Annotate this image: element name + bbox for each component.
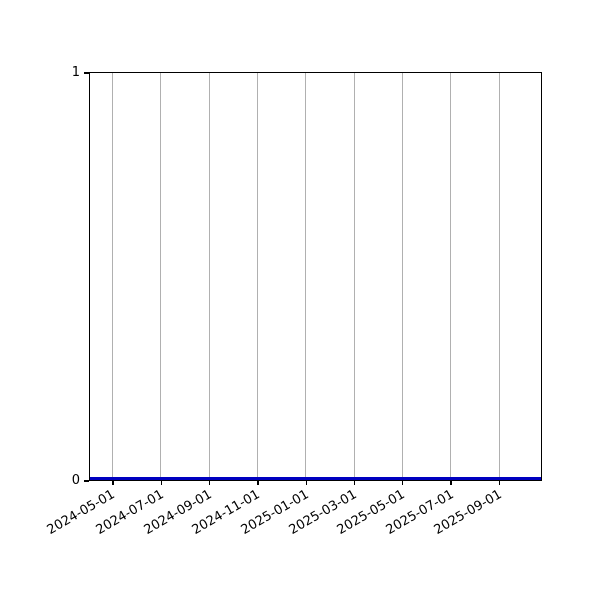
x-tick-label: 2025-01-01	[238, 487, 312, 538]
gridlines-container	[90, 73, 541, 480]
x-tick-mark	[450, 481, 452, 486]
x-tick-label: 2024-11-01	[189, 487, 263, 538]
x-gridline	[305, 73, 307, 480]
x-gridline	[401, 73, 403, 480]
x-tick-label: 2025-03-01	[286, 487, 360, 538]
y-tick-label-1: 1	[71, 65, 80, 80]
x-tick-label: 2024-07-01	[93, 487, 167, 538]
x-gridline	[498, 73, 500, 480]
x-gridline	[450, 73, 452, 480]
x-tick-mark	[112, 481, 114, 486]
x-tick-mark	[257, 481, 259, 486]
x-gridline	[353, 73, 355, 480]
y-tick-label-0: 0	[71, 473, 80, 488]
x-tick-label: 2025-09-01	[431, 487, 505, 538]
plot-area	[89, 72, 542, 481]
x-gridline	[112, 73, 114, 480]
x-tick-label: 2024-09-01	[141, 487, 215, 538]
x-gridline	[160, 73, 162, 480]
x-tick-label: 2024-05-01	[45, 487, 118, 538]
x-gridline	[208, 73, 210, 480]
x-gridline	[257, 73, 258, 480]
x-tick-label: 2025-07-01	[383, 487, 457, 538]
x-tick-label: 2025-05-01	[334, 487, 408, 538]
x-tick-mark	[498, 481, 501, 486]
x-tick-mark	[305, 481, 307, 486]
series-line-flat-zero	[90, 477, 541, 480]
x-tick-mark	[160, 481, 162, 486]
x-tick-mark	[208, 481, 211, 486]
x-tick-mark	[402, 481, 404, 486]
x-tick-mark	[353, 481, 356, 486]
